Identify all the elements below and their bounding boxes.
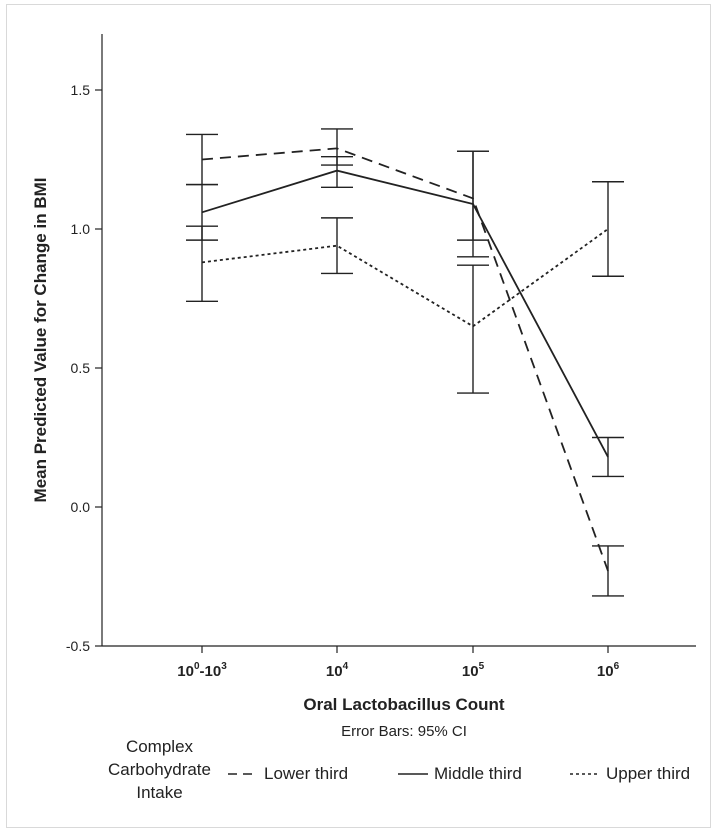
y-axis-label: Mean Predicted Value for Change in BMI <box>31 178 50 503</box>
legend-item-upper-third: Upper third <box>570 764 690 784</box>
legend-title-line: Intake <box>136 783 183 802</box>
series-line <box>201 169 609 458</box>
legend-item-lower-third: Lower third <box>228 764 348 784</box>
legend-label: Upper third <box>606 764 691 783</box>
series-line <box>201 228 609 328</box>
series-line <box>201 147 609 572</box>
axes: -0.5 0.0 0.5 1.0 1.5 100-103 104 105 106 <box>66 34 696 680</box>
y-tick-label: 1.5 <box>71 82 91 98</box>
y-tick-label: -0.5 <box>66 638 90 654</box>
dotted-line-swatch <box>570 773 600 775</box>
error-bar-note: Error Bars: 95% CI <box>341 723 467 740</box>
legend-title-line: Carbohydrate <box>107 760 211 779</box>
x-tick-label: 106 <box>597 661 620 680</box>
series-solid <box>186 150 624 478</box>
y-tick-label: 0.5 <box>71 360 91 376</box>
legend-title: Complex Carbohydrate Intake <box>92 735 227 804</box>
legend-item-middle-third: Middle third <box>398 764 522 784</box>
x-tick-label: 105 <box>462 661 485 680</box>
solid-line-swatch <box>398 773 428 775</box>
x-tick-label: 104 <box>326 661 349 680</box>
y-tick-label: 0.0 <box>71 499 91 515</box>
x-axis-label: Oral Lactobacillus Count <box>303 695 505 714</box>
chart-frame <box>6 4 711 828</box>
legend-label: Lower third <box>264 764 349 783</box>
x-tick-label: 100-103 <box>177 661 227 680</box>
y-tick-label: 1.0 <box>71 221 91 237</box>
series-dotted <box>186 181 624 394</box>
series-layer <box>186 128 624 597</box>
legend-label: Middle third <box>434 764 522 783</box>
legend-title-line: Complex <box>125 737 194 756</box>
dashed-line-swatch <box>228 773 258 775</box>
legend: Complex Carbohydrate Intake Lower third … <box>0 735 718 815</box>
